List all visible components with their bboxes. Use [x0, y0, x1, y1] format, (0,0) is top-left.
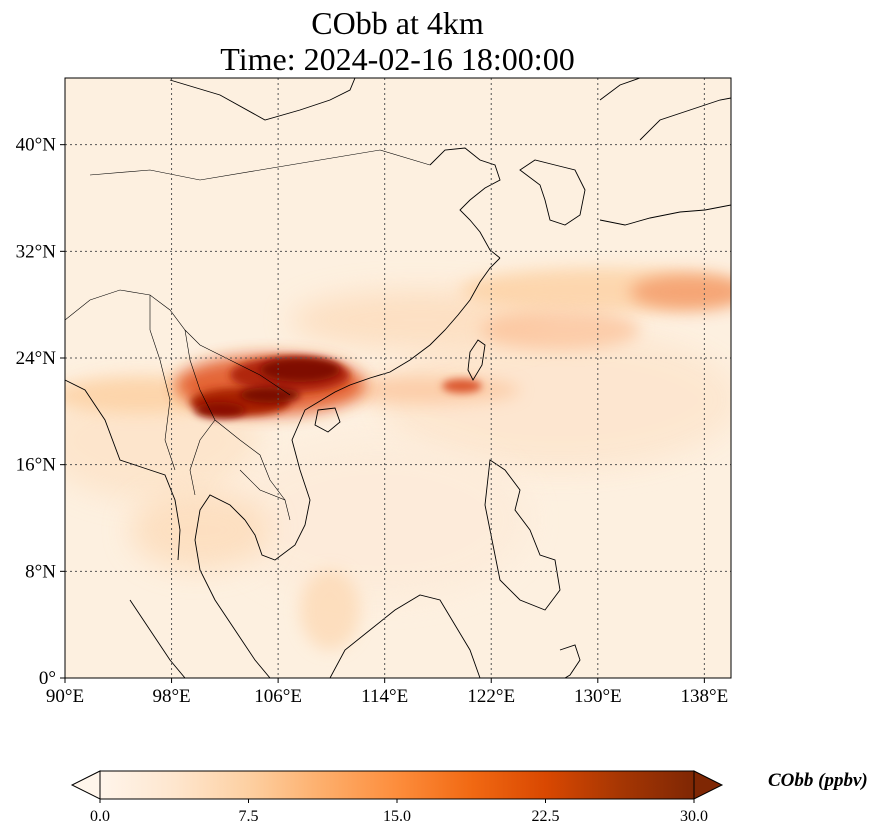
japan-coastline [599, 204, 731, 226]
china-south-border [65, 289, 291, 396]
gridlines [65, 78, 731, 678]
colorbar-title: CObb (ppbv) [768, 770, 868, 791]
colorbar-gradient [100, 771, 694, 799]
lat-tick-label: 8°N [25, 561, 56, 582]
borneo-coastline [329, 594, 481, 678]
borders [65, 149, 431, 521]
laos-border [184, 329, 286, 501]
colorbar-max-extend [693, 770, 724, 800]
malay-coastline [194, 494, 271, 678]
colorbar-tick-label: 0.0 [90, 808, 110, 825]
latitude-axis: 0° 8°N 16°N 24°N 32°N 40°N [16, 135, 65, 689]
lat-tick-label: 32°N [16, 241, 57, 262]
colorbar-tick-label: 30.0 [680, 808, 708, 825]
colorbar-tick-label: 15.0 [383, 808, 411, 825]
shandong-coastline [429, 147, 501, 259]
lat-tick-label: 0° [39, 668, 56, 689]
colorbar-tick-label: 22.5 [532, 808, 560, 825]
hainan-coastline [314, 407, 341, 433]
lat-tick-label: 24°N [16, 348, 57, 369]
lon-tick-label: 90°E [46, 686, 84, 707]
lon-tick-label: 98°E [152, 686, 190, 707]
map-frame [64, 77, 732, 679]
colorbar-ticks: 0.0 7.5 15.0 22.5 30.0 [90, 799, 708, 825]
map-title: CObb at 4km [311, 5, 484, 41]
vietnam-coastline [244, 397, 326, 561]
lat-tick-label: 16°N [16, 455, 57, 476]
taiwan-coastline [467, 339, 486, 381]
myanmar-coastline [65, 379, 181, 561]
longitude-axis: 90°E 98°E 106°E 114°E 122°E 130°E 138°E [46, 678, 728, 707]
north-coastline [169, 78, 356, 121]
plume-core [175, 355, 482, 418]
korea-coastline [519, 159, 586, 226]
concentration-field [65, 268, 731, 650]
sulawesi-coastline [559, 644, 581, 678]
china-coastline [324, 257, 501, 399]
lon-tick-label: 106°E [254, 686, 302, 707]
cambodia-border [239, 469, 291, 521]
sumatra-coastline [129, 599, 186, 678]
map-panel [65, 78, 731, 678]
northeast-coastline [599, 78, 641, 101]
lon-tick-label: 130°E [574, 686, 622, 707]
coastlines [65, 78, 731, 678]
thailand-border [189, 419, 216, 496]
mongolia-border [89, 149, 431, 181]
colorbar-tick-label: 7.5 [239, 808, 259, 825]
myanmar-border [149, 295, 176, 471]
colorbar-min-extend [70, 770, 101, 800]
lon-tick-label: 114°E [361, 686, 408, 707]
japan-north-coastline [639, 97, 731, 141]
colorbar: 0.0 7.5 15.0 22.5 30.0 [70, 770, 724, 825]
lon-tick-label: 122°E [467, 686, 515, 707]
map-time-subtitle: Time: 2024-02-16 18:00:00 [220, 41, 575, 77]
lon-tick-label: 138°E [681, 686, 729, 707]
lat-tick-label: 40°N [16, 135, 57, 156]
